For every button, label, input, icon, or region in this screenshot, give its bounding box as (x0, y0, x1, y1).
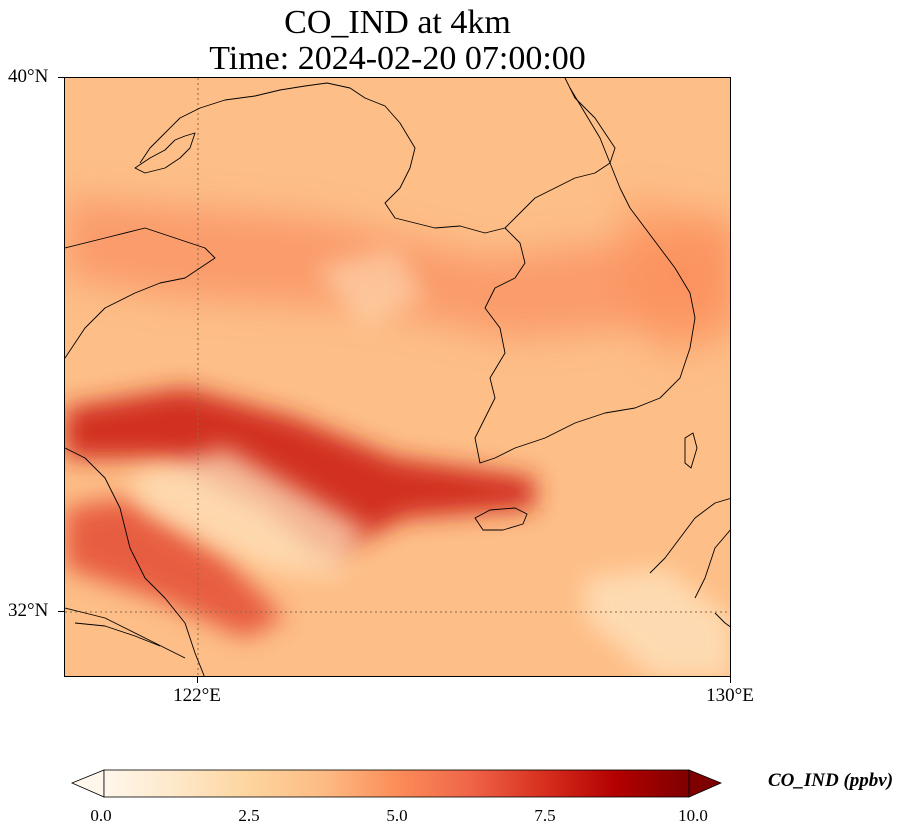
colorbar (70, 769, 723, 798)
plume-korea (625, 198, 730, 358)
colorbar-tick-0: 0.0 (90, 806, 112, 825)
clean-patch-3 (315, 248, 425, 328)
coast-shandong (65, 227, 216, 359)
coast-korea-west (474, 227, 526, 464)
clean-patch-1 (125, 448, 365, 578)
jeju-island (474, 507, 528, 531)
colorbar-gradient (103, 769, 690, 798)
co-concentration-map (65, 78, 730, 676)
colorbar-extend-max (688, 769, 723, 798)
coast-korea-north (504, 78, 616, 229)
colorbar-tick-3: 7.5 (534, 806, 556, 825)
coastlines (65, 78, 730, 676)
xtick-label-130: 130°E (706, 685, 754, 706)
coast-liaodong (139, 82, 506, 234)
colorbar-label: CO_IND (ppbv) (768, 770, 894, 791)
ytick-label-32: 32°N (8, 600, 49, 621)
colorbar-tick-1: 2.5 (238, 806, 260, 825)
plume-south (65, 498, 285, 638)
coast-china-east (65, 447, 205, 676)
coast-yangtze (65, 607, 186, 659)
colorbar-extend-min (70, 769, 105, 798)
ytick-mark-32 (58, 611, 64, 612)
coast-north-korea-east (569, 87, 611, 164)
xtick-label-122: 122°E (173, 685, 221, 706)
map-title-variable: CO_IND at 4km (284, 4, 511, 41)
coast-korea-south (494, 162, 696, 459)
tsushima-island (684, 432, 698, 469)
clean-patch-2 (585, 568, 730, 676)
xtick-mark-122 (197, 677, 198, 683)
colorbar-tick-2: 5.0 (386, 806, 408, 825)
colorbar-tick-4: 10.0 (678, 806, 708, 825)
map-title-time: Time: 2024-02-20 07:00:00 (209, 40, 586, 77)
coast-japan-kyushu (649, 498, 730, 628)
ytick-label-40: 40°N (8, 66, 49, 87)
coast-bohai-north (134, 132, 196, 174)
concentration-plumes (65, 198, 730, 676)
xtick-mark-130 (730, 677, 731, 683)
plume-main (65, 388, 535, 558)
ytick-mark-40 (58, 77, 64, 78)
map-panel (64, 77, 731, 677)
